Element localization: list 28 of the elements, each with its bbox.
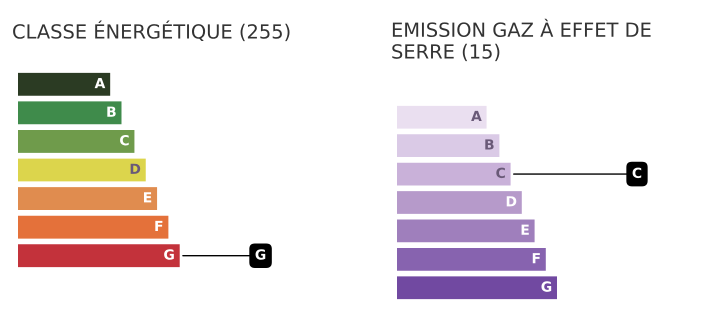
- chart-title: CLASSE ÉNERGÉTIQUE (255): [13, 20, 290, 42]
- y-tick-label: E: [144, 192, 152, 202]
- bar: [18, 72, 110, 96]
- bar: [18, 244, 180, 268]
- bar: [397, 191, 522, 214]
- chart-title: EMISSION GAZ À EFFET DE SERRE (15): [392, 18, 651, 62]
- bar: [18, 158, 146, 182]
- bar: [397, 162, 511, 186]
- y-tick-label: B: [485, 139, 494, 150]
- y-tick-label: D: [130, 164, 140, 174]
- bar: [397, 276, 557, 300]
- annotation: G: [256, 249, 266, 260]
- bar: [397, 220, 535, 242]
- bar: [18, 101, 122, 124]
- y-tick-label: E: [522, 224, 529, 235]
- y-tick-label: F: [155, 220, 162, 231]
- y-tick-label: A: [94, 78, 106, 88]
- bar: [18, 216, 168, 239]
- bar: [397, 134, 500, 158]
- y-tick-label: A: [471, 110, 482, 122]
- y-tick-label: B: [107, 106, 116, 117]
- y-tick-label: F: [532, 253, 540, 264]
- bar: [397, 106, 487, 129]
- y-tick-label: D: [506, 196, 516, 206]
- bar: [397, 248, 546, 271]
- bar: [18, 187, 158, 210]
- bar: [18, 130, 134, 153]
- annotation: C: [632, 168, 642, 178]
